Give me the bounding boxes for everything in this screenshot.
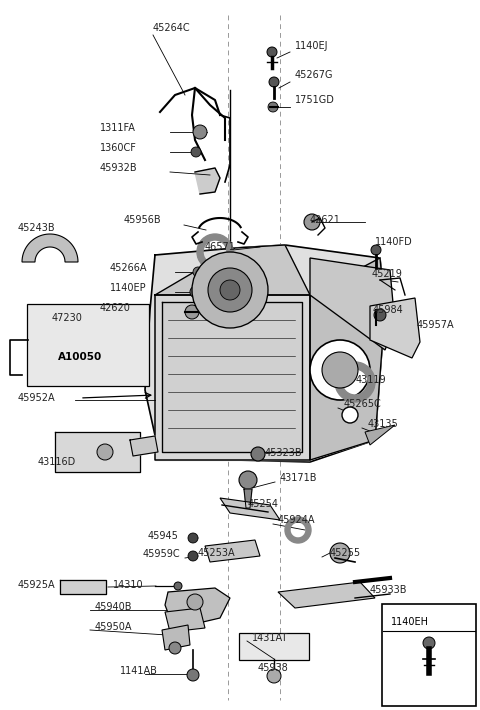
Text: 45265C: 45265C bbox=[344, 399, 382, 409]
Text: 45925A: 45925A bbox=[18, 580, 56, 590]
Polygon shape bbox=[310, 258, 385, 460]
Circle shape bbox=[322, 352, 358, 388]
Circle shape bbox=[268, 102, 278, 112]
Text: 45945: 45945 bbox=[148, 531, 179, 541]
Polygon shape bbox=[165, 588, 230, 625]
Polygon shape bbox=[244, 489, 252, 508]
Text: 45932B: 45932B bbox=[100, 163, 138, 173]
Text: 45950A: 45950A bbox=[95, 622, 132, 632]
Text: 42621: 42621 bbox=[310, 215, 341, 225]
Circle shape bbox=[188, 533, 198, 543]
Circle shape bbox=[374, 309, 386, 321]
Circle shape bbox=[191, 147, 201, 157]
Polygon shape bbox=[130, 436, 158, 456]
FancyBboxPatch shape bbox=[382, 604, 476, 706]
Text: 45924A: 45924A bbox=[278, 515, 315, 525]
Circle shape bbox=[267, 47, 277, 57]
Polygon shape bbox=[310, 258, 395, 350]
Circle shape bbox=[193, 267, 203, 277]
Polygon shape bbox=[370, 298, 420, 358]
Circle shape bbox=[304, 214, 320, 230]
Text: 1140FD: 1140FD bbox=[375, 237, 413, 247]
Polygon shape bbox=[60, 580, 106, 594]
Circle shape bbox=[190, 286, 202, 298]
Circle shape bbox=[169, 642, 181, 654]
Polygon shape bbox=[22, 234, 78, 262]
Text: 45254: 45254 bbox=[248, 499, 279, 509]
Circle shape bbox=[188, 551, 198, 561]
Polygon shape bbox=[165, 608, 205, 632]
Text: 1141AB: 1141AB bbox=[120, 666, 158, 676]
Circle shape bbox=[267, 669, 281, 683]
Polygon shape bbox=[162, 302, 302, 452]
Circle shape bbox=[269, 77, 279, 87]
Circle shape bbox=[330, 543, 350, 563]
Circle shape bbox=[185, 305, 199, 319]
Text: 45219: 45219 bbox=[372, 269, 403, 279]
Polygon shape bbox=[278, 582, 375, 608]
Polygon shape bbox=[195, 168, 220, 194]
Text: 1140EH: 1140EH bbox=[391, 617, 429, 627]
Text: 45243B: 45243B bbox=[18, 223, 56, 233]
Text: 45956B: 45956B bbox=[124, 215, 162, 225]
Text: 45952A: 45952A bbox=[18, 393, 56, 403]
Text: 43171B: 43171B bbox=[280, 473, 317, 483]
Polygon shape bbox=[155, 245, 310, 295]
Text: 1751GD: 1751GD bbox=[295, 95, 335, 105]
FancyBboxPatch shape bbox=[27, 304, 149, 386]
Text: 45959C: 45959C bbox=[143, 549, 180, 559]
Polygon shape bbox=[220, 498, 280, 520]
Circle shape bbox=[371, 245, 381, 255]
Polygon shape bbox=[155, 295, 310, 460]
Polygon shape bbox=[162, 625, 190, 650]
Circle shape bbox=[187, 669, 199, 681]
Text: 45253A: 45253A bbox=[198, 548, 236, 558]
Text: A10050: A10050 bbox=[58, 352, 102, 362]
Text: 45267G: 45267G bbox=[295, 70, 334, 80]
FancyBboxPatch shape bbox=[239, 633, 309, 660]
Text: 45255: 45255 bbox=[330, 548, 361, 558]
Text: 1311FA: 1311FA bbox=[100, 123, 136, 133]
Text: 47230: 47230 bbox=[52, 313, 83, 323]
Text: 45264C: 45264C bbox=[153, 23, 191, 33]
Circle shape bbox=[193, 125, 207, 139]
Circle shape bbox=[310, 340, 370, 400]
Text: 1360CF: 1360CF bbox=[100, 143, 137, 153]
Polygon shape bbox=[55, 432, 140, 472]
Polygon shape bbox=[205, 540, 260, 562]
Text: 1140EP: 1140EP bbox=[110, 283, 146, 293]
Circle shape bbox=[239, 471, 257, 489]
Text: 45984: 45984 bbox=[373, 305, 404, 315]
Text: 43116D: 43116D bbox=[38, 457, 76, 467]
Circle shape bbox=[97, 444, 113, 460]
Text: 1431AT: 1431AT bbox=[252, 633, 288, 643]
Polygon shape bbox=[145, 245, 385, 462]
Circle shape bbox=[208, 268, 252, 312]
Text: 14310: 14310 bbox=[113, 580, 144, 590]
Text: 46571: 46571 bbox=[205, 242, 236, 252]
Circle shape bbox=[187, 594, 203, 610]
Text: 45940B: 45940B bbox=[95, 602, 132, 612]
Text: 45957A: 45957A bbox=[417, 320, 455, 330]
Text: 43135: 43135 bbox=[368, 419, 399, 429]
Text: 45938: 45938 bbox=[258, 663, 289, 673]
Text: 45323B: 45323B bbox=[265, 448, 302, 458]
Circle shape bbox=[423, 637, 435, 649]
Text: 42620: 42620 bbox=[100, 303, 131, 313]
Text: 1140EJ: 1140EJ bbox=[295, 41, 328, 51]
Circle shape bbox=[220, 280, 240, 300]
Circle shape bbox=[342, 407, 358, 423]
Polygon shape bbox=[365, 425, 395, 445]
Text: 45266A: 45266A bbox=[110, 263, 147, 273]
Circle shape bbox=[174, 582, 182, 590]
Circle shape bbox=[192, 252, 268, 328]
Text: 43119: 43119 bbox=[356, 375, 386, 385]
Text: 45933B: 45933B bbox=[370, 585, 408, 595]
Circle shape bbox=[251, 447, 265, 461]
